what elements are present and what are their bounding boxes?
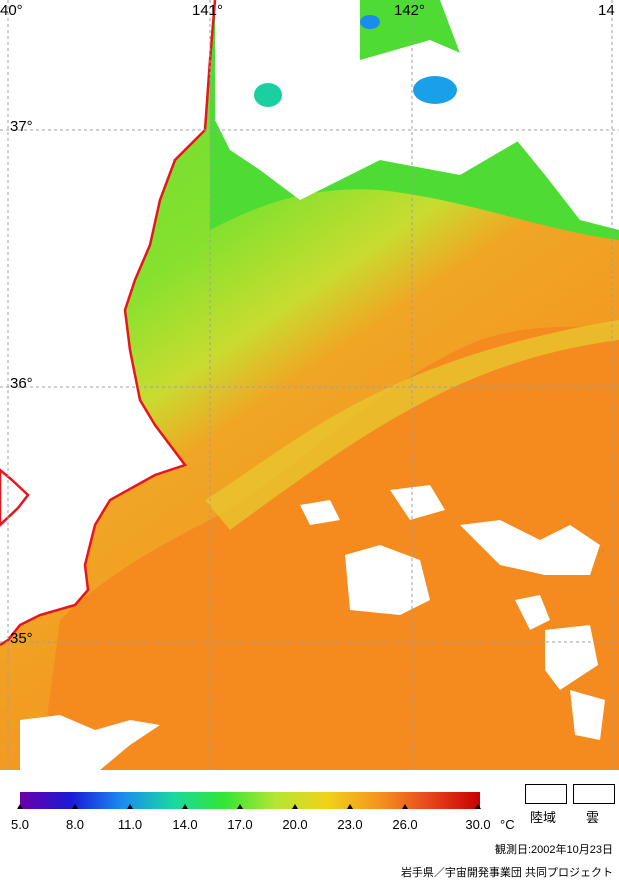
longitude-label: 142°: [394, 2, 426, 19]
colorbar-tick-mark: [17, 804, 23, 809]
longitude-label: 14: [598, 2, 615, 19]
colorbar-tick-mark: [347, 804, 353, 809]
cloud-patch: [390, 485, 445, 520]
temperature-colorbar: [20, 792, 480, 809]
colorbar-tick-mark: [237, 804, 243, 809]
cloud-area-north: [215, 0, 520, 200]
cloud-patch: [300, 500, 340, 525]
cloud-key-label: 雲: [586, 810, 600, 825]
map-canvas: [0, 0, 619, 770]
latitude-label: 36°: [10, 375, 33, 392]
graticule: [0, 0, 619, 770]
colorbar-tick-label: 11.0: [117, 817, 143, 832]
cold-spot: [254, 83, 282, 107]
temperature-unit: °C: [500, 817, 515, 832]
colorbar-tick-label: 14.0: [172, 817, 198, 832]
cold-spot: [413, 76, 457, 104]
cloud-patch: [460, 520, 600, 575]
front-zone: [205, 320, 619, 530]
longitude-label: 141°: [192, 2, 224, 19]
observation-date: 観測日:2002年10月23日: [495, 844, 613, 856]
credit-line: 岩手県／宇宙開発事業団 共同プロジェクト: [400, 867, 613, 879]
colorbar-tick-mark: [402, 804, 408, 809]
cloud-area-northeast: [440, 0, 619, 230]
latitude-label: 35°: [10, 630, 33, 647]
cold-spot: [360, 15, 380, 29]
colorbar-tick-label: 17.0: [227, 817, 253, 832]
cloud-patch: [570, 690, 605, 740]
lake-coastline: [0, 468, 30, 527]
latitude-label: 37°: [10, 118, 33, 135]
colorbar-tick-label: 30.0: [465, 817, 491, 832]
cloud-patch: [545, 625, 598, 690]
colorbar-tick-label: 26.0: [392, 817, 418, 832]
land-area: [0, 0, 215, 645]
coastline: [0, 0, 217, 647]
cloud-key-swatch: [573, 784, 615, 804]
colorbar-tick-label: 20.0: [282, 817, 308, 832]
cloud-patch: [345, 545, 430, 615]
colorbar-tick-mark: [182, 804, 188, 809]
colorbar-tick-mark: [475, 804, 481, 809]
legend-panel: 5.0 8.0 11.0 14.0 17.0 20.0 23.0 26.0 30…: [0, 770, 619, 881]
warm-current-area: [40, 325, 619, 770]
colorbar-tick-label: 8.0: [65, 817, 85, 832]
sea-surface-temperature-map: 37° 36° 35° 40° 141° 142° 14: [0, 0, 619, 770]
colorbar-tick-label: 5.0: [10, 817, 30, 832]
land-key-label: 陸域: [530, 810, 557, 825]
colorbar-tick-mark: [292, 804, 298, 809]
colorbar-tick-label: 23.0: [337, 817, 363, 832]
cloud-patch: [515, 595, 550, 630]
colorbar-tick-mark: [72, 804, 78, 809]
cloud-patch: [20, 715, 160, 770]
land-key-swatch: [525, 784, 567, 804]
longitude-label: 40°: [0, 2, 23, 19]
colorbar-tick-mark: [127, 804, 133, 809]
